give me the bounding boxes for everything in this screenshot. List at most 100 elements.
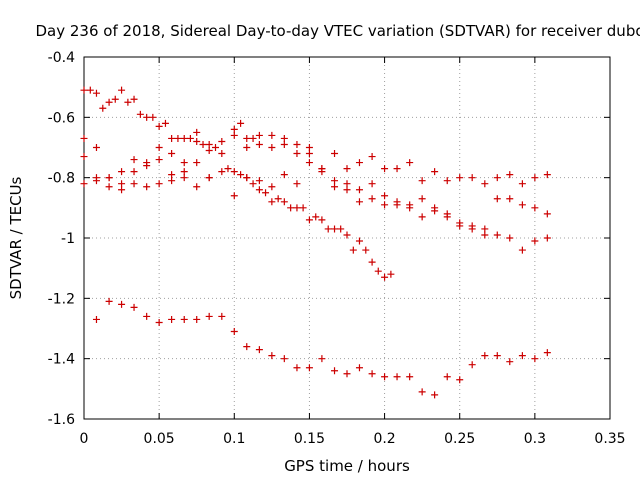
data-point xyxy=(255,346,263,354)
data-point xyxy=(111,95,119,103)
data-point xyxy=(155,122,163,130)
data-point xyxy=(255,177,263,185)
data-point xyxy=(312,213,320,221)
data-point xyxy=(318,355,326,363)
data-point xyxy=(130,303,138,311)
data-point xyxy=(92,177,100,185)
data-point xyxy=(224,165,232,173)
data-point xyxy=(118,180,126,188)
data-point xyxy=(237,119,245,127)
data-point xyxy=(280,171,288,179)
data-point xyxy=(80,86,88,94)
data-point xyxy=(230,125,238,133)
y-axis-tick-labels: -1.6 -1.4 -1.2 -1 -0.8 -0.6 -0.4 xyxy=(48,50,75,428)
data-point xyxy=(249,134,257,142)
data-point xyxy=(456,222,464,230)
data-point xyxy=(543,210,551,218)
data-point xyxy=(418,177,426,185)
data-point xyxy=(86,86,94,94)
data-point xyxy=(331,150,339,158)
data-point xyxy=(468,174,476,182)
data-point xyxy=(506,234,514,242)
data-point xyxy=(205,140,213,148)
data-point xyxy=(381,373,389,381)
data-point xyxy=(268,183,276,191)
data-point xyxy=(381,192,389,200)
data-point xyxy=(80,134,88,142)
data-point xyxy=(343,165,351,173)
data-point xyxy=(318,216,326,224)
data-point xyxy=(268,144,276,151)
data-point xyxy=(280,198,288,206)
data-point xyxy=(468,225,476,233)
data-point xyxy=(518,201,526,209)
data-point xyxy=(331,367,339,375)
data-point xyxy=(543,234,551,242)
data-point xyxy=(193,137,201,145)
data-point xyxy=(468,361,476,369)
data-point xyxy=(481,225,489,233)
data-point xyxy=(168,150,176,158)
data-point xyxy=(293,204,301,212)
data-point xyxy=(118,186,126,194)
data-point xyxy=(105,297,113,305)
data-point xyxy=(343,186,351,194)
data-point xyxy=(368,153,376,161)
data-point xyxy=(431,168,439,176)
data-point xyxy=(193,159,201,167)
data-point xyxy=(99,104,107,112)
data-point xyxy=(443,210,451,218)
data-point xyxy=(456,376,464,384)
x-tick-label: 0.2 xyxy=(373,431,395,447)
data-point xyxy=(293,364,301,372)
data-point xyxy=(418,195,426,203)
data-point xyxy=(186,134,194,142)
data-point xyxy=(406,201,414,209)
data-point xyxy=(518,352,526,360)
data-point xyxy=(374,267,382,275)
data-point xyxy=(355,198,363,206)
data-point xyxy=(92,144,100,151)
data-point xyxy=(368,180,376,188)
data-point xyxy=(180,315,188,323)
data-point xyxy=(406,373,414,381)
data-point xyxy=(305,144,313,151)
data-point xyxy=(193,128,201,136)
data-point xyxy=(168,315,176,323)
data-point xyxy=(331,177,339,185)
data-point xyxy=(543,349,551,357)
x-tick-label: 0.15 xyxy=(294,431,325,447)
data-point xyxy=(149,113,157,121)
data-point xyxy=(130,156,138,164)
x-axis-label: GPS time / hours xyxy=(284,457,410,475)
data-point xyxy=(343,231,351,239)
data-point xyxy=(243,174,251,182)
data-point xyxy=(155,144,163,151)
data-point xyxy=(230,328,238,336)
data-point xyxy=(293,140,301,148)
data-point xyxy=(280,355,288,363)
y-tick-label: -1.4 xyxy=(48,352,75,368)
data-point xyxy=(318,165,326,173)
data-point xyxy=(431,391,439,399)
data-point xyxy=(249,180,257,188)
data-point xyxy=(531,174,539,182)
data-point xyxy=(393,201,401,209)
y-tick-label: -0.6 xyxy=(48,110,75,126)
y-axis-label: SDTVAR / TECUs xyxy=(7,176,25,299)
data-point xyxy=(506,171,514,179)
data-point xyxy=(255,131,263,139)
data-point xyxy=(493,174,501,182)
data-point xyxy=(193,315,201,323)
data-point xyxy=(368,370,376,378)
data-point xyxy=(205,147,213,155)
data-point xyxy=(355,186,363,194)
data-point xyxy=(230,168,238,176)
data-point xyxy=(518,246,526,254)
data-point xyxy=(92,315,100,323)
data-point xyxy=(105,98,113,106)
data-point xyxy=(518,180,526,188)
data-point xyxy=(118,168,126,176)
data-point xyxy=(243,343,251,351)
data-point xyxy=(355,364,363,372)
